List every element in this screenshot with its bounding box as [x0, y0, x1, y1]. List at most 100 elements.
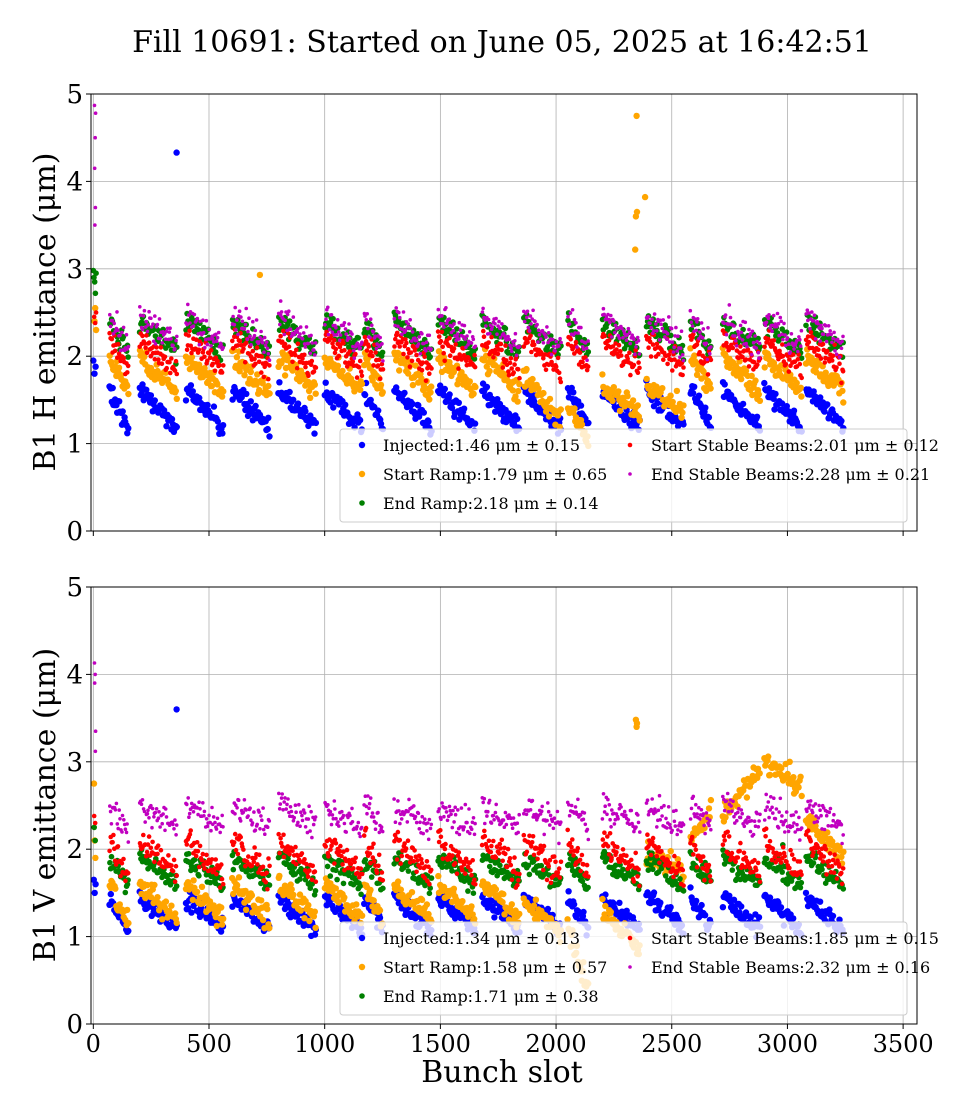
start-ramp-point [220, 915, 227, 922]
start-ramp-point [486, 367, 493, 375]
start-ramp-point [530, 902, 538, 909]
start-stable-beams-point [515, 367, 521, 372]
end-stable-beams-point [259, 329, 263, 334]
start-stable-beams-point [221, 363, 226, 368]
end-stable-beams-point [661, 318, 665, 322]
start-stable-beams-point [656, 351, 661, 357]
end-stable-beams-point [754, 346, 758, 350]
end-stable-beams-point [632, 337, 636, 342]
start-stable-beams-point [332, 350, 338, 356]
start-ramp-point [466, 378, 473, 385]
end-stable-beams-point [770, 329, 774, 334]
end-ramp-point [565, 317, 571, 324]
start-ramp-point [287, 881, 294, 888]
end-stable-beams-point [775, 311, 780, 316]
start-ramp-point [125, 390, 132, 398]
start-ramp-point [235, 874, 243, 881]
start-stable-beams-point [154, 345, 159, 350]
injected-point [778, 400, 786, 407]
start-ramp-point [247, 368, 254, 376]
start-ramp-point [514, 398, 521, 405]
injected-point [151, 397, 158, 404]
end-stable-beams-point [246, 329, 250, 334]
start-stable-beams-point [472, 352, 477, 358]
injected-point [817, 394, 824, 401]
end-stable-beams-point [138, 313, 143, 318]
start-stable-beams-point [451, 346, 457, 351]
end-stable-beams-point [347, 322, 351, 326]
end-stable-beams-point [783, 343, 788, 348]
injected-point [361, 391, 369, 399]
start-ramp-point [636, 417, 643, 424]
end-stable-beams-point [739, 330, 744, 335]
end-stable-beams-point [810, 310, 814, 314]
start-stable-beams-point [613, 341, 618, 346]
end-stable-beams-point [551, 344, 556, 349]
end-stable-beams-point [141, 314, 146, 318]
end-stable-beams-point [727, 303, 732, 307]
start-stable-beams-point [506, 369, 511, 374]
end-stable-beams-point [264, 340, 269, 344]
start-stable-beams-point [556, 370, 562, 376]
end-stable-beams-point [164, 329, 169, 334]
end-stable-beams-point [626, 326, 631, 331]
injected-point [544, 905, 552, 913]
start-stable-beams-point [235, 343, 241, 348]
end-stable-beams-point [766, 316, 771, 321]
start-stable-beams-point [375, 363, 381, 368]
end-stable-beams-point [756, 350, 761, 355]
end-stable-beams-point [147, 309, 151, 314]
end-stable-beams-point [667, 315, 671, 319]
injected-point [654, 399, 661, 407]
start-stable-beams-point [376, 357, 382, 363]
end-stable-beams-point [444, 306, 448, 310]
start-stable-beams-point [812, 349, 817, 354]
end-stable-beams-point [262, 335, 267, 340]
start-stable-beams-point [541, 356, 546, 361]
start-stable-beams-point [159, 361, 165, 367]
injected-point [570, 389, 577, 396]
end-stable-beams-point [266, 351, 271, 356]
end-stable-beams-point [737, 336, 742, 340]
injected-point [276, 379, 283, 386]
start-ramp-point [297, 907, 304, 914]
end-stable-beams-point [398, 315, 402, 320]
end-stable-beams-point [509, 346, 513, 350]
injected-point [91, 889, 98, 897]
end-stable-beams-point [400, 332, 404, 337]
end-ramp-point [107, 859, 113, 866]
end-stable-beams-point [337, 338, 342, 343]
start-stable-beams-point [186, 333, 191, 338]
end-stable-beams-point [797, 335, 801, 339]
start-stable-beams-point [404, 340, 409, 346]
end-stable-beams-point [216, 330, 221, 335]
end-stable-beams-point [823, 323, 828, 328]
start-ramp-point [242, 906, 250, 913]
start-ramp-point [307, 394, 314, 401]
end-stable-beams-point [303, 345, 308, 349]
end-stable-beams-point [539, 337, 543, 341]
start-stable-beams-point [267, 363, 272, 368]
end-ramp-point [333, 867, 339, 874]
injected-point [777, 904, 785, 911]
injected-point [753, 413, 761, 420]
start-stable-beams-point [393, 336, 398, 342]
end-ramp-point [286, 318, 293, 324]
start-stable-beams-point [409, 358, 415, 364]
start-stable-beams-point [616, 342, 622, 348]
start-stable-beams-point [724, 340, 729, 346]
start-stable-beams-point [507, 360, 513, 366]
start-stable-beams-point [364, 348, 370, 353]
start-stable-beams-point [142, 341, 147, 346]
end-stable-beams-point [839, 346, 844, 351]
injected-point [173, 706, 180, 713]
start-ramp-point [472, 383, 479, 391]
end-stable-beams-point [657, 338, 662, 342]
injected-point [772, 390, 779, 398]
end-stable-beams-point [799, 328, 804, 333]
end-stable-beams-point [617, 336, 622, 341]
end-stable-beams-point [300, 337, 305, 341]
start-ramp-point [266, 390, 273, 397]
